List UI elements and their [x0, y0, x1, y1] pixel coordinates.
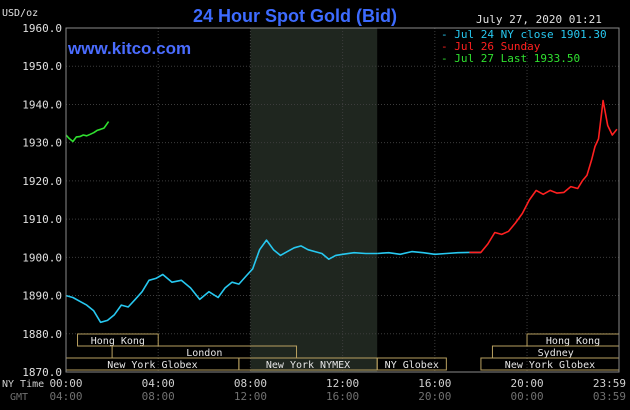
timestamp: July 27, 2020 01:21 — [476, 13, 602, 26]
y-tick-label: 1870.0 — [22, 366, 62, 379]
session-bar — [376, 357, 447, 371]
chart-title: 24 Hour Spot Gold (Bid) — [193, 6, 397, 26]
x-tick-label-gmt: 12:00 — [234, 390, 267, 403]
session-label: Sydney — [538, 348, 574, 359]
x-tick-label-ny: 23:59 — [593, 377, 626, 390]
y-tick-label: 1960.0 — [22, 22, 62, 35]
legend-entry: - Jul 24 NY close 1901.30 — [441, 28, 607, 41]
session-label: NY Globex — [385, 360, 439, 371]
x-axis: 00:0004:0004:0008:0008:0012:0012:0016:00… — [49, 377, 626, 403]
legend-entry: - Jul 27 Last 1933.50 — [441, 52, 580, 65]
series-line — [65, 239, 378, 324]
x-tick-label-gmt: 04:00 — [49, 390, 82, 403]
x-tick-label-gmt: 00:00 — [510, 390, 543, 403]
series-line — [377, 250, 481, 256]
y-tick-label: 1880.0 — [22, 328, 62, 341]
x-tick-label-ny: 08:00 — [234, 377, 267, 390]
y-tick-label: 1930.0 — [22, 137, 62, 150]
x-tick-label-ny: 20:00 — [510, 377, 543, 390]
y-tick-label: 1900.0 — [22, 251, 62, 264]
price-series — [65, 99, 618, 324]
y-tick-label: 1890.0 — [22, 290, 62, 303]
x-tick-label-gmt: 08:00 — [142, 390, 175, 403]
gmt-label: GMT — [10, 392, 28, 403]
x-tick-label-gmt: 20:00 — [418, 390, 451, 403]
x-tick-label-ny: 16:00 — [418, 377, 451, 390]
session-label: New York NYMEX — [266, 360, 350, 371]
plot-frame — [65, 27, 620, 373]
session-label: New York Globex — [107, 360, 197, 371]
website-label: www.kitco.com — [67, 39, 191, 58]
y-tick-label: 1940.0 — [22, 98, 62, 111]
session-label: Hong Kong — [91, 336, 145, 347]
session-label: London — [186, 348, 222, 359]
y-tick-label: 1950.0 — [22, 60, 62, 73]
series-line — [65, 121, 110, 143]
chart-grid — [66, 28, 619, 372]
x-tick-label-ny: 00:00 — [49, 377, 82, 390]
y-axis: 1960.0 1950.0 1940.0 1930.0 1920.0 1910.0 1900… — [22, 22, 62, 379]
session-label: New York Globex — [505, 360, 595, 371]
unit-label: USD/oz — [2, 8, 38, 19]
legend-entry: - Jul 26 Sunday — [441, 40, 541, 53]
nymex-session-shade — [250, 28, 378, 372]
ny-time-label: NY Time — [2, 379, 44, 390]
series-line — [469, 99, 618, 254]
session-label: Hong Kong — [546, 336, 600, 347]
legend: - Jul 24 NY close 1901.30- Jul 26 Sunday… — [441, 28, 607, 65]
x-tick-label-gmt: 16:00 — [326, 390, 359, 403]
x-tick-label-ny: 12:00 — [326, 377, 359, 390]
y-tick-label: 1910.0 — [22, 213, 62, 226]
y-tick-label: 1920.0 — [22, 175, 62, 188]
x-tick-label-ny: 04:00 — [142, 377, 175, 390]
x-tick-label-gmt: 03:59 — [593, 390, 626, 403]
